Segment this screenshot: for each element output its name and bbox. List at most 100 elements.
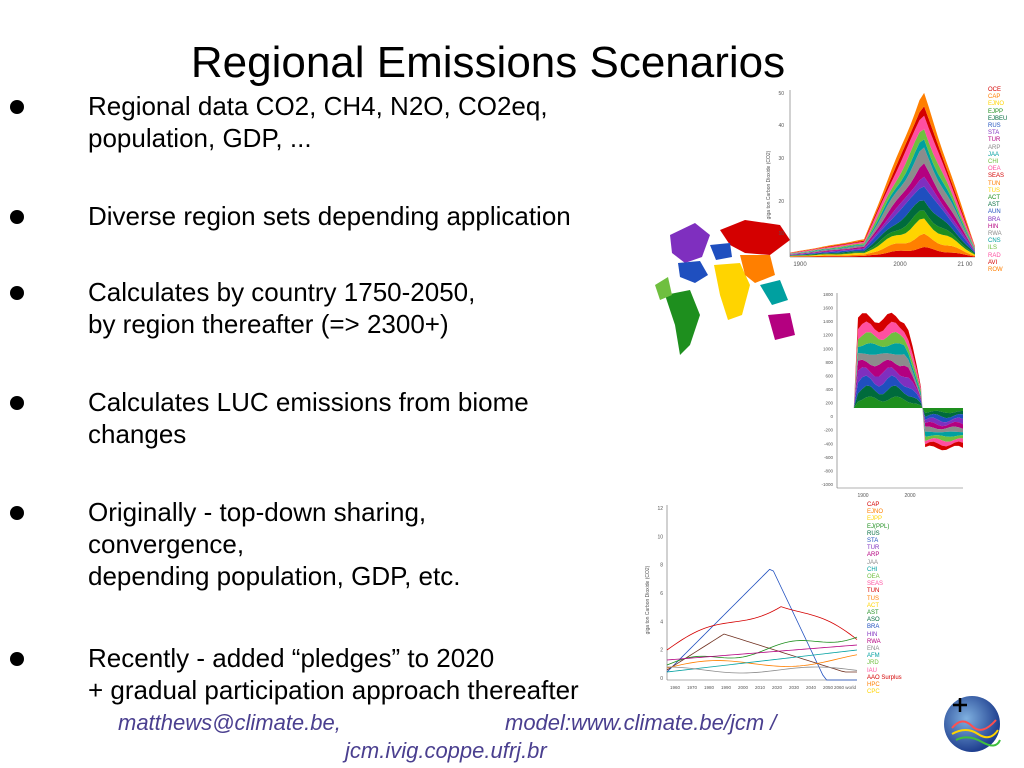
chart-3-legend: CAP EJNO EJPP EJ(PPL) RUS STA TUR ARP JAA CHI OEA S… xyxy=(867,502,902,696)
legend-entry: TUN xyxy=(867,588,880,595)
chart-1-band xyxy=(790,186,975,256)
legend-entry: EJ(PPL) xyxy=(867,523,890,530)
bullet-text: Regional data CO2, CH4, N2O, CO2eq, popu… xyxy=(88,91,548,153)
legend-entry: ACT xyxy=(988,195,1000,202)
chart-2-ytick: -800 xyxy=(824,468,834,473)
chart-3-plot: giga ton Carbon Dioxide (CO2) 121086420 … xyxy=(645,505,858,690)
chart-3-series-line xyxy=(666,644,858,661)
legend-entry: OCE xyxy=(988,87,1002,93)
chart-2-yticks: 1800 1600 1400 1200 1000 800 600 400 200 0 -200 -40… xyxy=(821,292,833,487)
legend-entry: TUR xyxy=(988,137,1001,144)
chart-2-ytick: 800 xyxy=(825,360,833,365)
chart-2-band xyxy=(837,396,963,414)
line-chart-3: giga ton Carbon Dioxide (CO2) 12 10 8 6 4 2 0 … xyxy=(635,500,925,695)
chart-1-band xyxy=(790,247,975,257)
bullet-dot xyxy=(10,100,24,114)
bullet-text: Recently - added “pledges” to 2020 + gra… xyxy=(88,643,579,705)
chart-1-band xyxy=(790,233,975,257)
legend-entry: JRD xyxy=(867,660,879,667)
chart-2-band xyxy=(837,359,963,430)
chart-1-band xyxy=(790,210,975,256)
chart-3-xtick: 1960 xyxy=(670,685,681,690)
legend-entry: SEAS xyxy=(867,581,884,588)
bullet-text: Diverse region sets depending applicatio… xyxy=(88,201,571,231)
chart-3-yticks: 12 10 8 6 4 2 0 xyxy=(657,506,663,682)
chart-3-series-line xyxy=(666,633,857,673)
legend-entry: HIN xyxy=(867,631,878,638)
chart-2-plot: 180016001400120010008006004002000-200-40… xyxy=(821,292,963,499)
chart-2-ytick: 0 xyxy=(830,414,833,419)
chart-2-ytick: 600 xyxy=(825,373,833,378)
chart-3-xtick: 1980 xyxy=(704,685,715,690)
legend-entry: SEAS xyxy=(988,173,1005,180)
chart-1-plot: giga ton Carbon Dioxide (CO2) 10 20 30 4… xyxy=(766,90,975,268)
legend-entry: AST xyxy=(988,202,1000,209)
legend-entry: ARP xyxy=(988,144,1001,151)
chart-2-ytick: -1000 xyxy=(821,482,833,487)
legend-entry: CNS xyxy=(988,238,1001,245)
chart-3-xtick: 2030 xyxy=(789,685,800,690)
world-map-icon xyxy=(655,220,795,355)
chart-2-ytick: 1200 xyxy=(823,333,834,338)
legend-entry: TUR xyxy=(867,545,880,552)
legend-entry: CHI xyxy=(988,159,999,166)
footer-url-link[interactable]: jcm.ivig.coppe.ufrj.br xyxy=(345,738,547,763)
legend-entry: BRA xyxy=(988,216,1001,223)
chart-1-xtick: 1900 xyxy=(793,262,807,268)
chart-1-ytick: 40 xyxy=(778,123,784,129)
legend-entry: STA xyxy=(988,130,1000,137)
slide-title: Regional Emissions Scenarios xyxy=(190,38,786,87)
footer-email[interactable]: matthews@climate.be, xyxy=(118,710,341,735)
bullet-text: Calculates by country 1750-2050, by regi… xyxy=(88,277,476,339)
legend-entry: RUS xyxy=(988,123,1001,130)
legend-entry: OEA xyxy=(867,574,880,581)
chart-2-ytick: 1800 xyxy=(823,292,834,297)
chart-1-ytick: 10 xyxy=(778,231,784,237)
chart-1-ytick: 20 xyxy=(778,199,784,205)
legend-entry: BRA xyxy=(867,624,880,631)
chart-2-bands xyxy=(837,312,963,451)
chart-3-xtick: 1970 xyxy=(687,685,698,690)
chart-1-ytick: 50 xyxy=(778,91,784,97)
chart-2-ytick: 1400 xyxy=(823,319,834,324)
chart-3-xtick: 1990 xyxy=(721,685,732,690)
legend-entry: EJNO xyxy=(988,101,1005,108)
legend-entry: IAU xyxy=(867,667,878,674)
chart-1-xtick: 21 00 xyxy=(957,262,973,268)
chart-3-ytick: 12 xyxy=(657,506,663,512)
chart-2-band xyxy=(837,375,963,423)
legend-entry: ENA xyxy=(867,646,880,653)
chart-2-ytick: -600 xyxy=(824,455,834,460)
chart-3-ytick: 6 xyxy=(660,591,663,597)
legend-entry: EJPP xyxy=(988,108,1004,115)
chart-3-series-line xyxy=(666,636,858,666)
chart-2-ytick: -200 xyxy=(824,428,834,433)
legend-entry: RWA xyxy=(867,638,881,645)
chart-3-ytick: 2 xyxy=(660,648,663,654)
chart-3-xtick: 2060 world xyxy=(834,685,857,690)
chart-3-xtick: 2050 xyxy=(823,685,834,690)
chart-2-band xyxy=(837,367,963,427)
chart-3-series-line xyxy=(666,654,858,669)
chart-1-xtick: 2000 xyxy=(893,262,907,268)
bullet-dot xyxy=(10,210,24,224)
legend-entry: OEA xyxy=(988,166,1001,173)
chart-3-xticks: 1960 1970 1980 1990 2000 2010 2020 2030 2040 2050… xyxy=(670,685,857,690)
legend-entry: HPC xyxy=(867,682,880,689)
bullet-dot xyxy=(10,652,24,666)
chart-2-band xyxy=(837,385,963,419)
footer-model-link[interactable]: model:www.climate.be/jcm / xyxy=(505,710,777,735)
legend-entry: RUS xyxy=(867,530,880,537)
chart-2-ytick: -400 xyxy=(824,441,834,446)
legend-entry: AFM xyxy=(867,653,880,660)
chart-3-ylabel: giga ton Carbon Dioxide (CO2) xyxy=(645,565,651,634)
chart-1-ytick: 30 xyxy=(778,156,784,162)
chart-1-band xyxy=(790,218,975,257)
legend-entry: HIN xyxy=(988,223,999,230)
legend-entry: EJBEU xyxy=(988,115,1008,122)
chart-3-ytick: 4 xyxy=(660,619,663,625)
legend-entry: CHI xyxy=(867,566,878,573)
legend-entry: AST xyxy=(867,610,879,617)
chart-3-ytick: 10 xyxy=(657,534,663,540)
legend-entry: ARP xyxy=(867,552,880,559)
